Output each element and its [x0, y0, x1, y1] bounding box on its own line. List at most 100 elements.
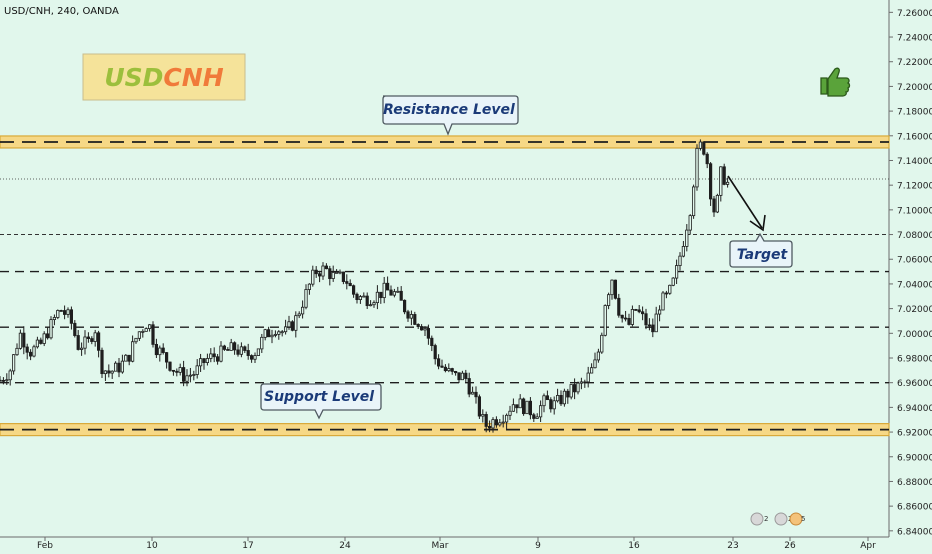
candle[interactable] — [226, 347, 230, 351]
candle[interactable] — [137, 331, 141, 341]
candle[interactable] — [607, 292, 611, 310]
candle[interactable] — [641, 306, 645, 321]
candle[interactable] — [392, 288, 397, 298]
candle[interactable] — [385, 276, 390, 291]
candle[interactable] — [161, 343, 165, 355]
candle[interactable] — [97, 330, 101, 358]
candle[interactable] — [477, 394, 482, 419]
candle[interactable] — [164, 351, 169, 369]
candle[interactable] — [675, 259, 679, 285]
candle[interactable] — [511, 398, 516, 412]
candle[interactable] — [52, 314, 57, 326]
candle[interactable] — [93, 329, 97, 347]
candle[interactable] — [685, 224, 689, 252]
candle[interactable] — [253, 352, 257, 364]
candle[interactable] — [158, 345, 162, 362]
candle[interactable] — [508, 405, 512, 421]
candle[interactable] — [90, 336, 94, 345]
candle[interactable] — [556, 388, 560, 403]
candle[interactable] — [222, 344, 226, 351]
candle[interactable] — [39, 337, 43, 345]
candle[interactable] — [256, 348, 261, 356]
candle[interactable] — [35, 336, 40, 349]
candle[interactable] — [712, 195, 716, 217]
candle[interactable] — [300, 300, 305, 319]
candle[interactable] — [542, 393, 546, 413]
candle[interactable] — [127, 354, 131, 366]
candle[interactable] — [532, 412, 536, 422]
candle[interactable] — [668, 284, 672, 295]
candle[interactable] — [49, 316, 53, 340]
candle[interactable] — [28, 349, 33, 361]
candle[interactable] — [120, 354, 124, 374]
candle[interactable] — [647, 318, 652, 331]
candle[interactable] — [280, 329, 284, 337]
candle[interactable] — [188, 367, 192, 383]
candle[interactable] — [134, 337, 138, 344]
candle[interactable] — [715, 193, 720, 214]
candle[interactable] — [491, 417, 495, 433]
time-scale[interactable]: Feb 10 17 24 Mar 9 16 23 26 Apr — [0, 536, 889, 551]
candle[interactable] — [423, 326, 427, 336]
candle[interactable] — [627, 313, 631, 326]
candle[interactable] — [103, 370, 107, 381]
candle[interactable] — [573, 378, 577, 400]
candle[interactable] — [661, 291, 665, 311]
candle[interactable] — [430, 335, 434, 352]
candle[interactable] — [481, 409, 485, 423]
candle[interactable] — [681, 240, 686, 258]
candle[interactable] — [399, 286, 403, 301]
candle[interactable] — [671, 277, 675, 287]
candle[interactable] — [705, 152, 709, 169]
candle[interactable] — [185, 369, 189, 387]
candle[interactable] — [212, 347, 216, 363]
candle[interactable] — [644, 308, 648, 330]
candle[interactable] — [334, 269, 339, 274]
candle[interactable] — [198, 353, 203, 372]
candle[interactable] — [195, 359, 199, 379]
target-arrow[interactable] — [727, 175, 766, 232]
candle[interactable] — [236, 344, 240, 357]
candle[interactable] — [80, 342, 84, 356]
candle[interactable] — [494, 416, 499, 428]
candle[interactable] — [18, 329, 23, 350]
event-badges[interactable]: 2 2 5 — [750, 512, 805, 526]
candle[interactable] — [69, 306, 73, 330]
candle[interactable] — [341, 271, 346, 285]
candle[interactable] — [348, 279, 352, 287]
candle[interactable] — [637, 305, 641, 314]
candle[interactable] — [338, 269, 342, 275]
candle[interactable] — [1, 377, 5, 385]
candle[interactable] — [324, 263, 329, 270]
candle[interactable] — [664, 290, 669, 299]
candle[interactable] — [453, 370, 458, 376]
candle[interactable] — [382, 276, 386, 304]
candle[interactable] — [651, 318, 655, 338]
candle[interactable] — [311, 265, 315, 287]
resistance-level-callout[interactable]: Resistance Level — [382, 95, 519, 136]
candle[interactable] — [181, 360, 186, 387]
candle[interactable] — [130, 335, 135, 363]
candle[interactable] — [535, 413, 539, 419]
candle[interactable] — [596, 348, 601, 363]
candle[interactable] — [25, 343, 29, 360]
candle[interactable] — [460, 370, 465, 381]
candle[interactable] — [263, 328, 267, 341]
event-badge-1[interactable]: 2 — [750, 512, 768, 526]
candle[interactable] — [515, 404, 519, 414]
candle[interactable] — [368, 300, 373, 307]
candle[interactable] — [702, 141, 706, 156]
candle[interactable] — [110, 370, 114, 379]
candle[interactable] — [76, 330, 80, 351]
candle[interactable] — [297, 311, 301, 319]
candle[interactable] — [603, 304, 607, 337]
candle[interactable] — [168, 361, 172, 372]
candle[interactable] — [433, 343, 437, 365]
candle[interactable] — [375, 285, 380, 310]
candle[interactable] — [593, 352, 597, 369]
target-callout[interactable]: Target — [729, 232, 793, 268]
candle[interactable] — [151, 321, 155, 348]
candle[interactable] — [100, 347, 104, 378]
candle[interactable] — [447, 363, 451, 373]
candle[interactable] — [192, 370, 196, 381]
